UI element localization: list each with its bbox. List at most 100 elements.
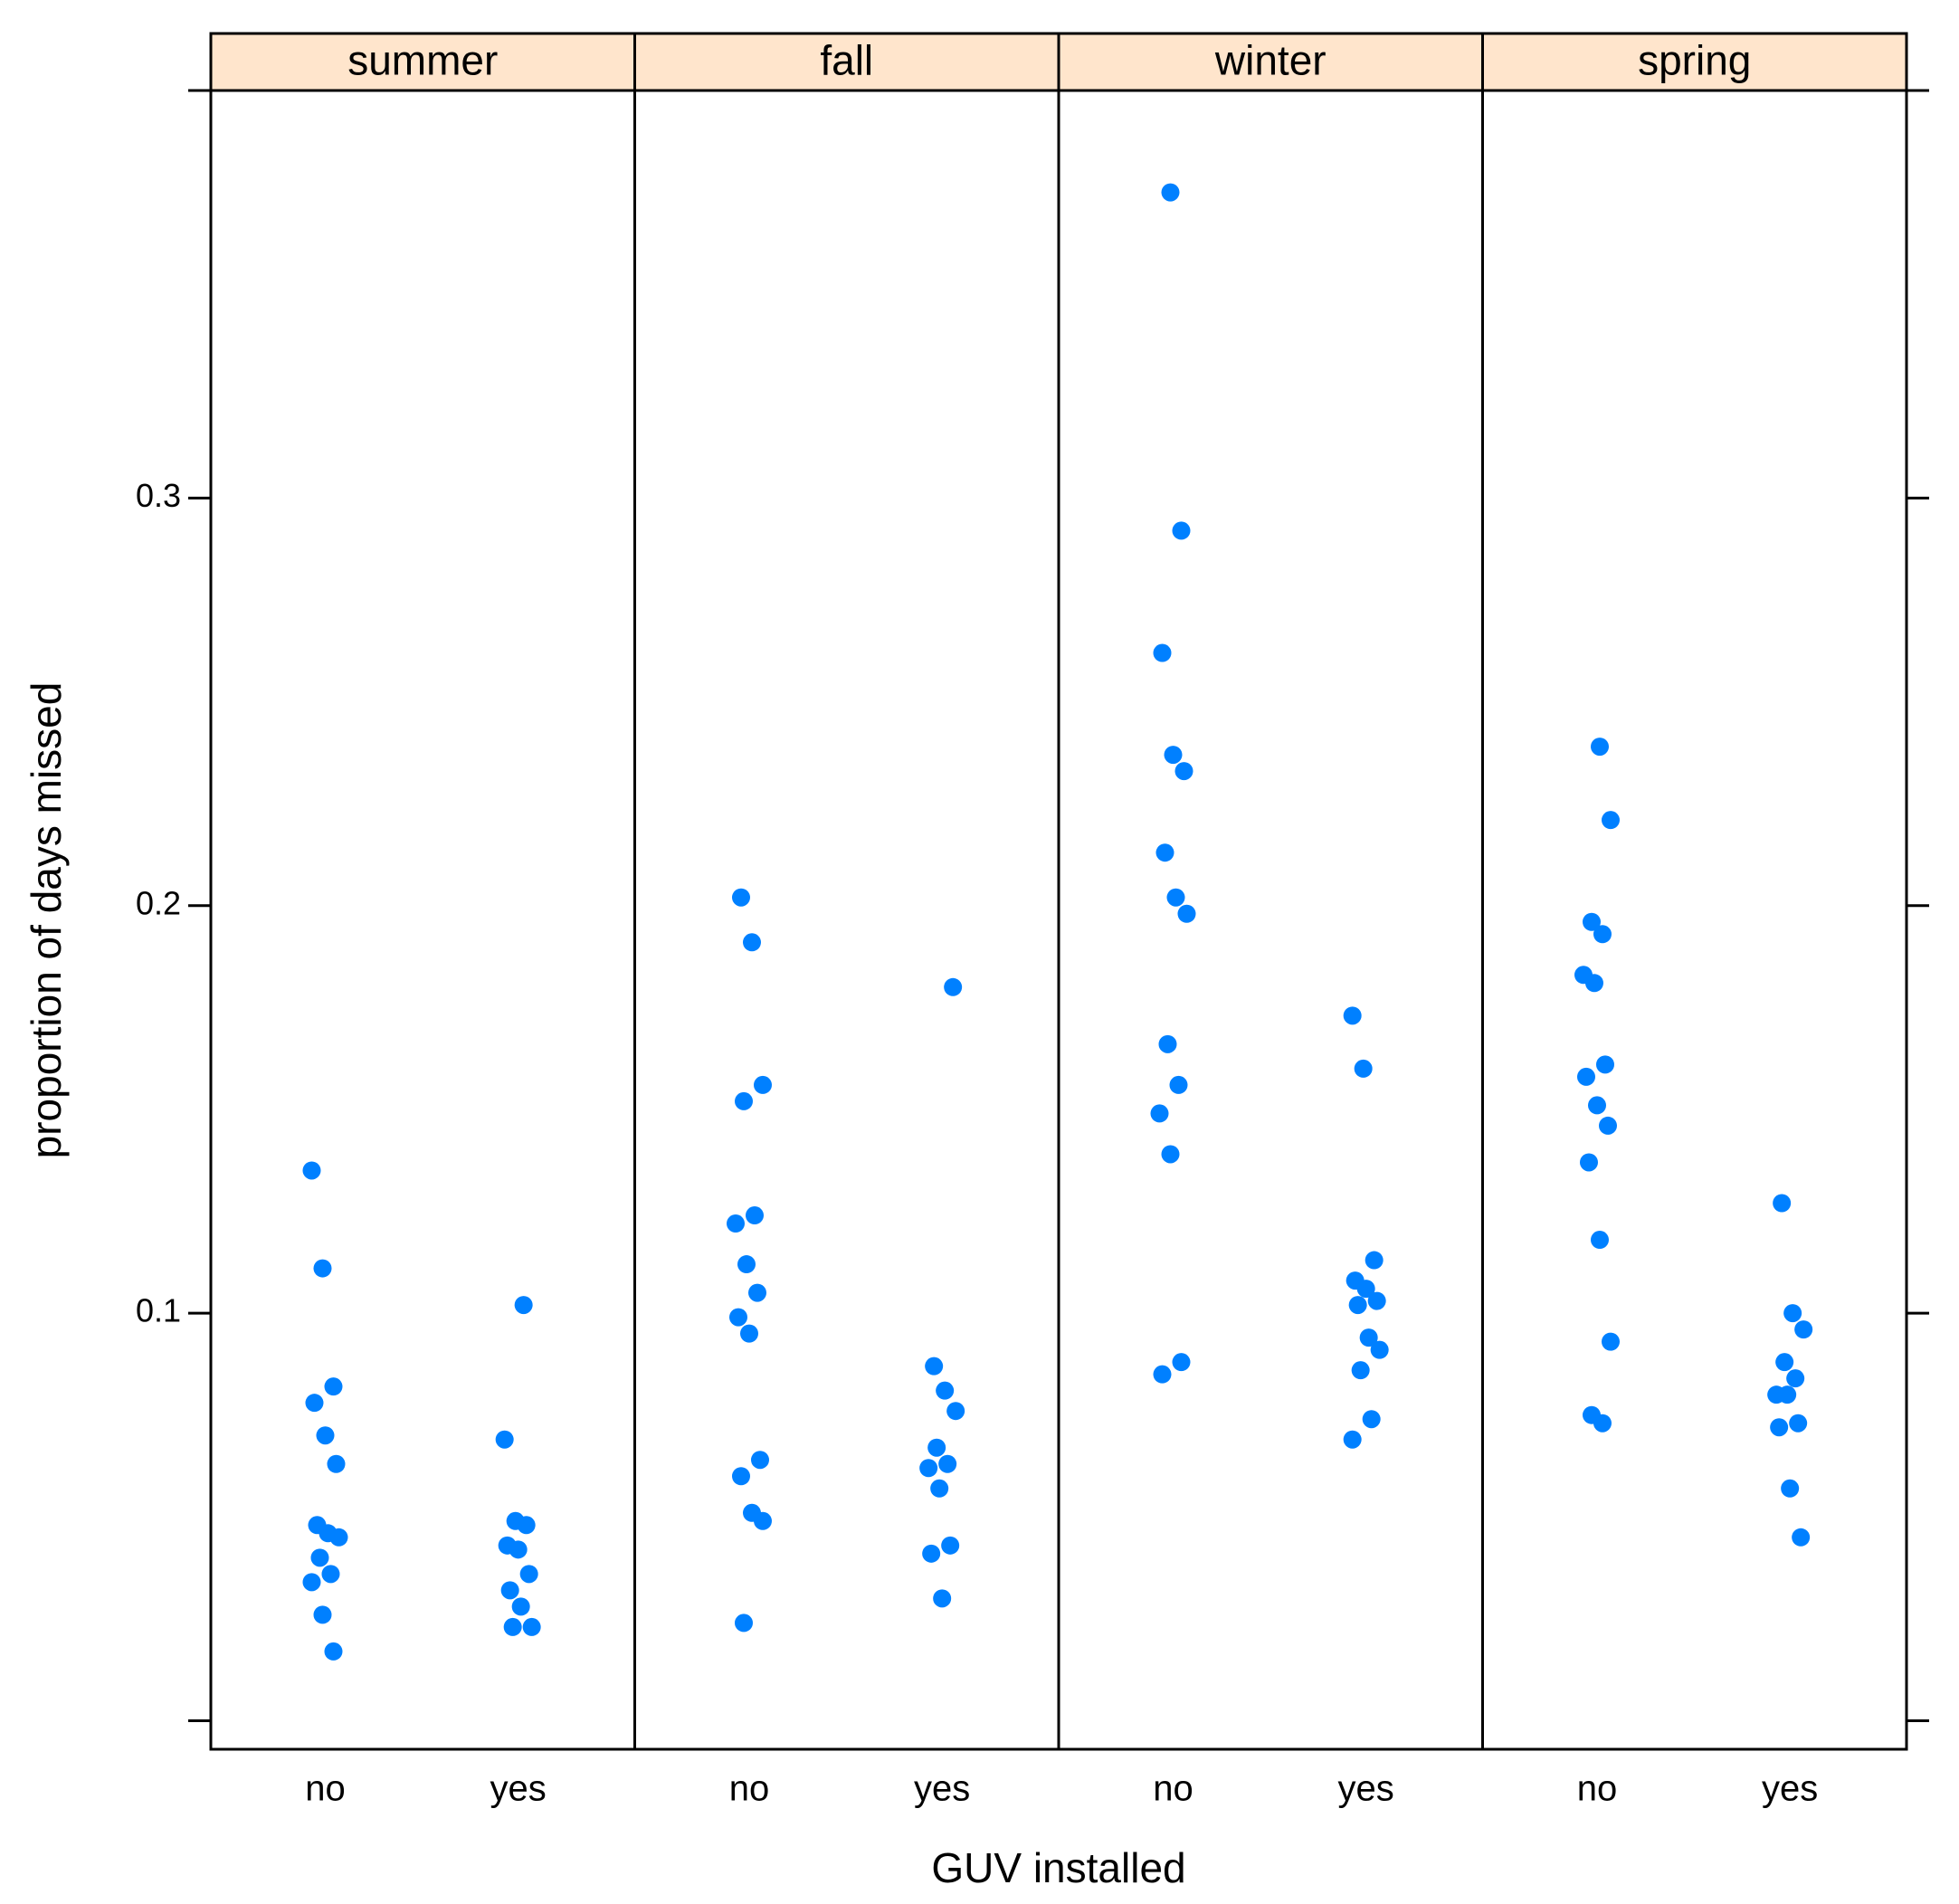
point bbox=[1770, 1418, 1789, 1437]
panel-title: spring bbox=[1638, 37, 1751, 84]
point bbox=[1343, 1006, 1362, 1025]
point bbox=[1343, 1430, 1362, 1449]
x-tick-label: no bbox=[305, 1769, 346, 1809]
point bbox=[1367, 1291, 1386, 1310]
panel bbox=[633, 89, 1060, 1751]
point bbox=[1172, 521, 1191, 540]
point bbox=[321, 1565, 340, 1584]
point bbox=[1576, 1067, 1595, 1086]
panel bbox=[209, 89, 636, 1751]
point bbox=[927, 1438, 946, 1457]
point bbox=[938, 1454, 957, 1473]
point bbox=[1161, 183, 1180, 202]
point bbox=[1786, 1369, 1805, 1388]
point bbox=[1172, 1353, 1191, 1372]
point bbox=[742, 933, 761, 952]
point bbox=[1174, 762, 1193, 781]
point bbox=[1166, 888, 1185, 907]
point bbox=[1789, 1414, 1808, 1433]
point bbox=[941, 1536, 960, 1555]
point bbox=[522, 1617, 541, 1636]
point bbox=[747, 1283, 766, 1302]
point bbox=[495, 1430, 514, 1449]
point bbox=[1781, 1479, 1800, 1498]
point bbox=[1370, 1340, 1389, 1359]
point bbox=[1601, 811, 1620, 830]
point bbox=[302, 1573, 321, 1592]
x-tick-label: no bbox=[729, 1769, 770, 1809]
point bbox=[316, 1426, 335, 1445]
x-tick-label: yes bbox=[914, 1769, 970, 1809]
point bbox=[726, 1214, 745, 1233]
point bbox=[1158, 1034, 1177, 1053]
point bbox=[1794, 1320, 1813, 1339]
point bbox=[1778, 1385, 1797, 1404]
point bbox=[1359, 1328, 1378, 1347]
point bbox=[1584, 974, 1603, 993]
point bbox=[1164, 746, 1183, 765]
point bbox=[1161, 1145, 1180, 1164]
x-tick-label: no bbox=[1577, 1769, 1618, 1809]
point bbox=[1775, 1353, 1794, 1372]
point bbox=[946, 1402, 965, 1421]
point bbox=[936, 1381, 955, 1400]
point bbox=[1356, 1280, 1375, 1299]
point bbox=[1155, 843, 1174, 862]
x-tick-label: yes bbox=[490, 1769, 547, 1809]
y-tick-label: 0.3 bbox=[136, 477, 181, 514]
point bbox=[519, 1565, 538, 1584]
point bbox=[1177, 904, 1196, 923]
point bbox=[310, 1548, 329, 1567]
point bbox=[1169, 1075, 1188, 1094]
panel-title: summer bbox=[347, 37, 498, 84]
point bbox=[750, 1451, 769, 1470]
point bbox=[324, 1377, 343, 1396]
point bbox=[745, 1206, 764, 1225]
point bbox=[731, 888, 750, 907]
y-axis-title: proportion of days missed bbox=[23, 682, 70, 1159]
point bbox=[511, 1597, 530, 1616]
point bbox=[1362, 1410, 1381, 1429]
point bbox=[734, 1091, 753, 1110]
point bbox=[1590, 1231, 1609, 1250]
point bbox=[753, 1511, 772, 1530]
point bbox=[313, 1605, 332, 1624]
point bbox=[930, 1479, 949, 1498]
point bbox=[1150, 1104, 1169, 1123]
point bbox=[1783, 1304, 1802, 1323]
y-tick-label: 0.1 bbox=[136, 1292, 181, 1329]
point bbox=[1590, 738, 1609, 757]
point bbox=[324, 1642, 343, 1661]
point bbox=[1348, 1296, 1367, 1315]
point bbox=[933, 1589, 952, 1608]
point bbox=[1354, 1059, 1373, 1078]
point bbox=[1601, 1332, 1620, 1351]
x-axis-title: GUV installed bbox=[931, 1844, 1185, 1891]
panel-title: fall bbox=[820, 37, 873, 84]
point bbox=[1365, 1251, 1384, 1270]
panel-title: winter bbox=[1214, 37, 1327, 84]
point bbox=[1587, 1096, 1606, 1115]
panel bbox=[1057, 89, 1484, 1751]
point bbox=[944, 977, 963, 996]
point bbox=[737, 1255, 756, 1274]
point bbox=[753, 1075, 772, 1094]
point bbox=[305, 1394, 324, 1413]
point bbox=[1582, 912, 1601, 931]
point bbox=[1773, 1194, 1792, 1213]
point bbox=[925, 1357, 944, 1376]
point bbox=[514, 1296, 533, 1315]
point bbox=[509, 1540, 528, 1559]
point bbox=[327, 1454, 346, 1473]
point bbox=[517, 1516, 536, 1535]
point bbox=[329, 1528, 348, 1547]
point bbox=[1153, 643, 1172, 662]
point bbox=[728, 1308, 747, 1327]
point bbox=[1579, 1153, 1598, 1172]
x-tick-label: no bbox=[1153, 1769, 1193, 1809]
point bbox=[739, 1324, 758, 1343]
point bbox=[1593, 925, 1612, 944]
point bbox=[1593, 1414, 1612, 1433]
point bbox=[1598, 1116, 1617, 1135]
